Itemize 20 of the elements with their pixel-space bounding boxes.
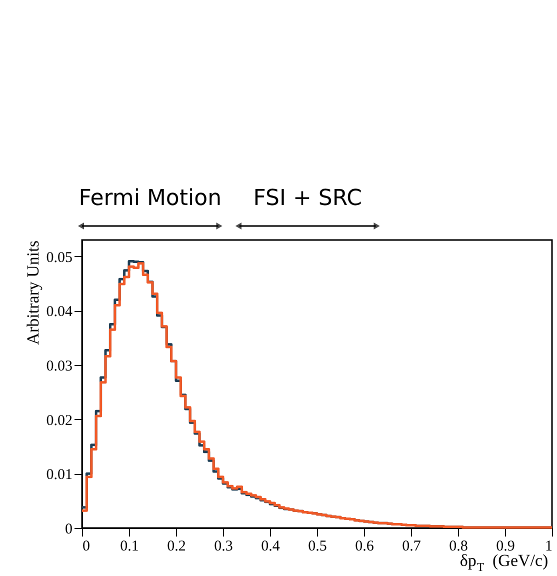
y-tick-label: 0.05	[46, 250, 72, 266]
y-tick-label: 0.01	[46, 467, 72, 484]
x-tick-label: 0.4	[261, 538, 280, 554]
x-tick-label: 1	[545, 538, 552, 554]
x-tick-label: 0.7	[402, 538, 422, 554]
x-tick-label: 0.8	[449, 538, 468, 554]
y-axis-title: Arbitrary Units	[23, 240, 42, 345]
x-tick-label: 0.9	[496, 538, 515, 554]
text: Fermi Motion	[78, 186, 222, 211]
x-tick-label: 0.3	[214, 538, 233, 554]
y-tick-label: 0.04	[46, 304, 73, 320]
x-tick-label: 0	[82, 538, 90, 554]
x-tick-label: 0.1	[120, 538, 139, 554]
x-tick-label: 0.2	[167, 538, 186, 554]
text: FSI + SRC	[253, 186, 362, 211]
y-tick-label: 0.02	[46, 412, 72, 429]
y-tick-label: 0	[65, 522, 72, 538]
x-tick-label: 0.6	[355, 538, 374, 554]
x-tick-label: 0.5	[308, 538, 327, 554]
y-tick-label: 0.03	[46, 358, 72, 374]
